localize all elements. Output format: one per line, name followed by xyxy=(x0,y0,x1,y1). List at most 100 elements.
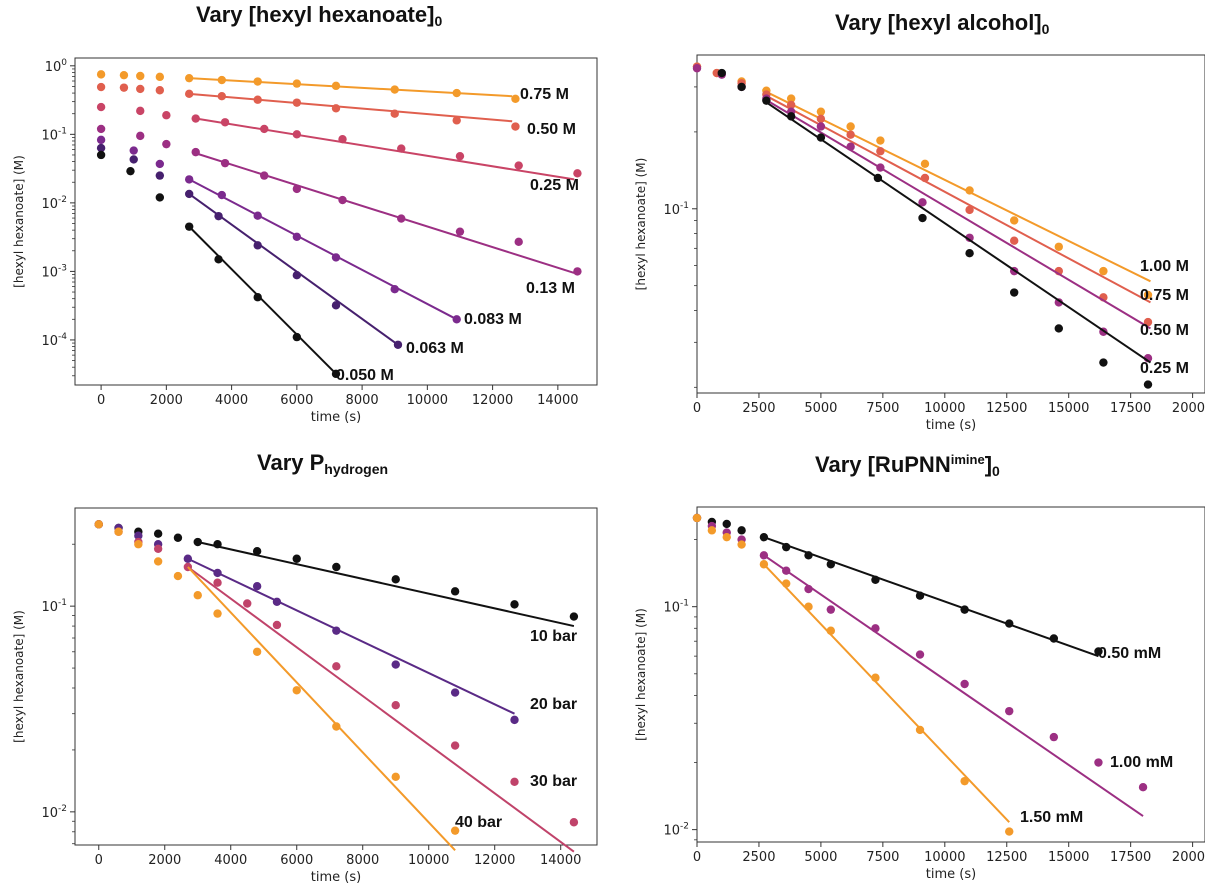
series-label: 0.13 M xyxy=(526,280,575,297)
data-point xyxy=(1099,358,1108,367)
y-tick-label: 10-2 xyxy=(41,804,67,821)
data-point xyxy=(759,532,769,542)
data-point xyxy=(217,92,227,101)
series-label: 10 bar xyxy=(530,628,577,645)
data-point xyxy=(452,88,461,98)
y-tick-label: 10-1 xyxy=(663,599,689,616)
chart-panel-1: 0 2000 4000 6000 8000 10000 12000 14000 100 10-1 1… xyxy=(12,57,598,425)
data-point xyxy=(96,150,106,160)
data-point xyxy=(450,688,460,697)
data-point xyxy=(338,195,347,205)
data-point xyxy=(960,679,969,689)
data-point xyxy=(292,554,301,563)
data-point xyxy=(134,540,143,549)
data-point xyxy=(965,205,974,215)
data-point xyxy=(184,175,194,184)
data-point xyxy=(846,130,855,139)
data-point xyxy=(253,211,262,220)
series-1: 0.50 mM xyxy=(692,513,1161,662)
series-label: 0.75 M xyxy=(1140,287,1189,304)
data-point xyxy=(292,79,302,88)
data-point xyxy=(338,134,347,144)
fit-line xyxy=(189,92,513,123)
data-point xyxy=(1009,236,1019,245)
series-label: 0.25 M xyxy=(530,177,579,194)
series-label: 0.083 M xyxy=(464,311,522,328)
data-point xyxy=(1049,634,1059,643)
data-point xyxy=(1143,317,1153,327)
chart-panel-4: 0 2500 5000 7500 10000 12500 15000 17500 20000 10… xyxy=(634,506,1205,882)
data-point xyxy=(782,542,791,552)
series-2: 1.00 mM xyxy=(692,513,1173,817)
x-tick-label: 5000 xyxy=(804,401,837,416)
data-point xyxy=(511,122,520,131)
data-point xyxy=(253,77,262,86)
data-point xyxy=(129,155,138,164)
data-point xyxy=(331,104,341,113)
data-point xyxy=(272,620,282,630)
data-point xyxy=(1094,647,1103,656)
data-point xyxy=(397,214,406,223)
data-point xyxy=(391,575,400,584)
fit-line xyxy=(188,193,399,346)
x-tick-label: 7500 xyxy=(866,401,899,416)
data-point xyxy=(214,211,223,221)
fit-line xyxy=(763,97,1151,330)
data-point xyxy=(184,89,194,99)
data-point xyxy=(155,159,165,169)
data-point xyxy=(1049,732,1059,742)
data-point xyxy=(390,85,399,94)
data-point xyxy=(114,527,123,536)
series-label: 0.063 M xyxy=(406,340,464,357)
data-point xyxy=(759,560,769,569)
data-point xyxy=(1099,266,1108,276)
data-point xyxy=(391,660,400,669)
y-tick-label: 100 xyxy=(45,58,68,75)
data-point xyxy=(162,111,171,120)
data-point xyxy=(450,826,460,835)
data-point xyxy=(786,94,796,103)
x-tick-label: 2500 xyxy=(742,401,775,416)
data-point xyxy=(965,249,974,258)
fit-line xyxy=(188,178,458,321)
data-point xyxy=(816,122,826,131)
data-point xyxy=(292,332,302,342)
data-point xyxy=(243,599,252,608)
plot-frame xyxy=(74,57,598,386)
x-tick-label: 17500 xyxy=(1110,401,1151,416)
data-point xyxy=(737,526,746,535)
series-3: 0.25 M xyxy=(96,102,582,194)
fit-line xyxy=(197,541,575,628)
data-point xyxy=(332,662,341,671)
series-label: 0.50 mM xyxy=(1098,645,1161,662)
data-point xyxy=(391,772,400,782)
data-point xyxy=(692,513,702,523)
x-tick-label: 2000 xyxy=(148,853,181,868)
x-tick-label: 20000 xyxy=(1172,401,1205,416)
data-point xyxy=(173,571,183,581)
data-point xyxy=(514,161,523,170)
series-label: 0.050 M xyxy=(336,367,394,384)
data-point xyxy=(569,818,579,827)
data-point xyxy=(184,189,194,199)
data-point xyxy=(390,284,399,294)
data-point xyxy=(96,82,106,92)
fit-line xyxy=(189,77,513,98)
data-point xyxy=(213,609,222,618)
data-point xyxy=(762,96,771,105)
data-point xyxy=(871,624,880,633)
x-tick-label: 20000 xyxy=(1172,850,1205,865)
y-axis-label: [hexyl hexanoate] (M) xyxy=(634,608,648,741)
fit-line xyxy=(195,152,575,274)
x-tick-label: 15000 xyxy=(1048,401,1089,416)
data-point xyxy=(126,166,135,176)
data-point xyxy=(1005,619,1014,628)
data-point xyxy=(452,315,461,324)
data-point xyxy=(292,98,302,107)
series-label: 20 bar xyxy=(530,696,577,713)
data-point xyxy=(119,83,129,92)
fit-line xyxy=(187,566,456,852)
data-point xyxy=(826,626,836,635)
data-point xyxy=(390,109,399,118)
x-tick-label: 14000 xyxy=(540,853,581,868)
